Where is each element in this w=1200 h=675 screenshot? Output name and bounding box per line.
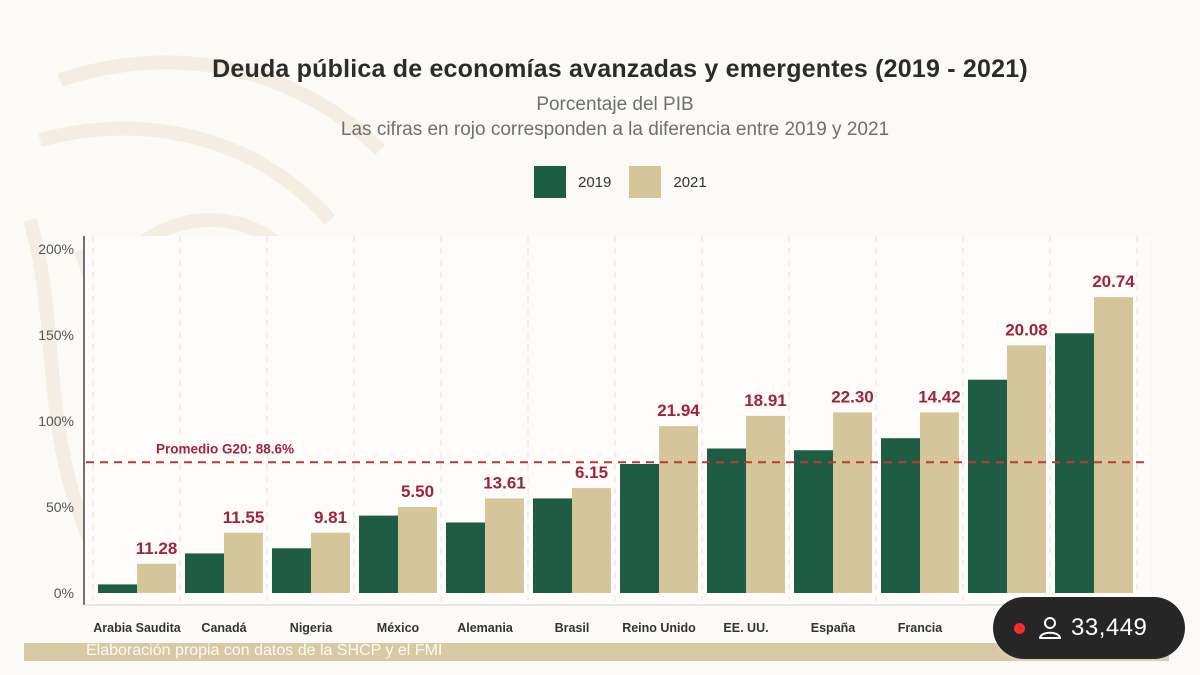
bar-2021 (311, 532, 350, 593)
legend-label-2019: 2019 (578, 173, 612, 191)
bar-2019 (359, 515, 398, 593)
bar-2019 (272, 548, 311, 593)
category-label: Reino Unido (622, 621, 696, 635)
diff-label: 9.81 (314, 508, 347, 527)
y-tick-label: 150% (38, 327, 74, 343)
bar-2021 (659, 426, 698, 593)
source-note: Elaboración propia con datos de la SHCP … (86, 642, 443, 659)
diff-label: 20.74 (1092, 272, 1135, 291)
category-label: España (811, 621, 857, 635)
g20-average-label: Promedio G20: 88.6% (156, 441, 294, 456)
diff-label: 14.42 (918, 387, 961, 406)
live-indicator (1014, 622, 1025, 634)
viewer-count-badge: 33,449 (993, 597, 1185, 659)
bar-2021 (746, 415, 785, 593)
person-icon (1039, 617, 1061, 639)
category-label: Brasil (555, 621, 590, 635)
bar-2019 (98, 584, 137, 593)
bar-2019 (707, 448, 746, 593)
y-tick-label: 50% (46, 499, 74, 515)
bar-2021 (398, 507, 437, 593)
bar-2021 (137, 563, 176, 593)
bar-2021 (1094, 297, 1133, 593)
bar-2019 (533, 498, 572, 593)
diff-label: 21.94 (657, 401, 700, 420)
bar-2021 (485, 498, 524, 593)
y-tick-label: 200% (38, 241, 74, 257)
legend: 2019 2021 (534, 166, 707, 198)
bar-2019 (881, 438, 920, 593)
bar-2021 (920, 412, 959, 593)
category-label: Francia (898, 621, 944, 635)
chart-note: Las cifras en rojo corresponden a la dif… (340, 119, 890, 140)
y-tick-label: 100% (38, 413, 74, 429)
bar-2019 (620, 464, 659, 593)
footer-band (24, 643, 1169, 661)
chart-subtitle: Porcentaje del PIB (536, 94, 694, 115)
bar-2019 (968, 379, 1007, 593)
bar-2019 (185, 553, 224, 593)
legend-label-2021: 2021 (673, 173, 707, 191)
legend-item-2021: 2021 (629, 166, 707, 198)
bar-2021 (224, 532, 263, 593)
diff-label: 6.15 (575, 463, 608, 482)
category-label: Canadá (201, 621, 246, 635)
viewer-count: 33,449 (1071, 614, 1148, 641)
legend-swatch-2021 (629, 166, 662, 198)
y-tick-label: 0% (54, 585, 74, 601)
diff-label: 18.91 (744, 391, 787, 410)
bar-2019 (446, 522, 485, 593)
diff-label: 11.28 (136, 539, 178, 558)
bar-2019 (794, 450, 833, 593)
bar-2019 (1055, 333, 1094, 593)
category-label: México (377, 621, 420, 635)
bar-2021 (833, 412, 872, 593)
diff-label: 11.55 (223, 508, 265, 527)
bar-2021 (572, 488, 611, 593)
diff-label: 13.61 (483, 473, 526, 492)
diff-label: 22.30 (831, 387, 874, 406)
bar-2021 (1007, 345, 1046, 593)
legend-swatch-2019 (534, 166, 566, 198)
category-label: Alemania (457, 621, 514, 635)
category-label: Arabia Saudita (93, 621, 182, 635)
category-label: Nigeria (290, 621, 333, 635)
diff-label: 5.50 (401, 482, 434, 501)
category-label: EE. UU. (723, 621, 768, 635)
chart-title: Deuda pública de economías avanzadas y e… (212, 55, 1028, 83)
legend-item-2019: 2019 (534, 166, 611, 198)
diff-label: 20.08 (1005, 320, 1048, 339)
